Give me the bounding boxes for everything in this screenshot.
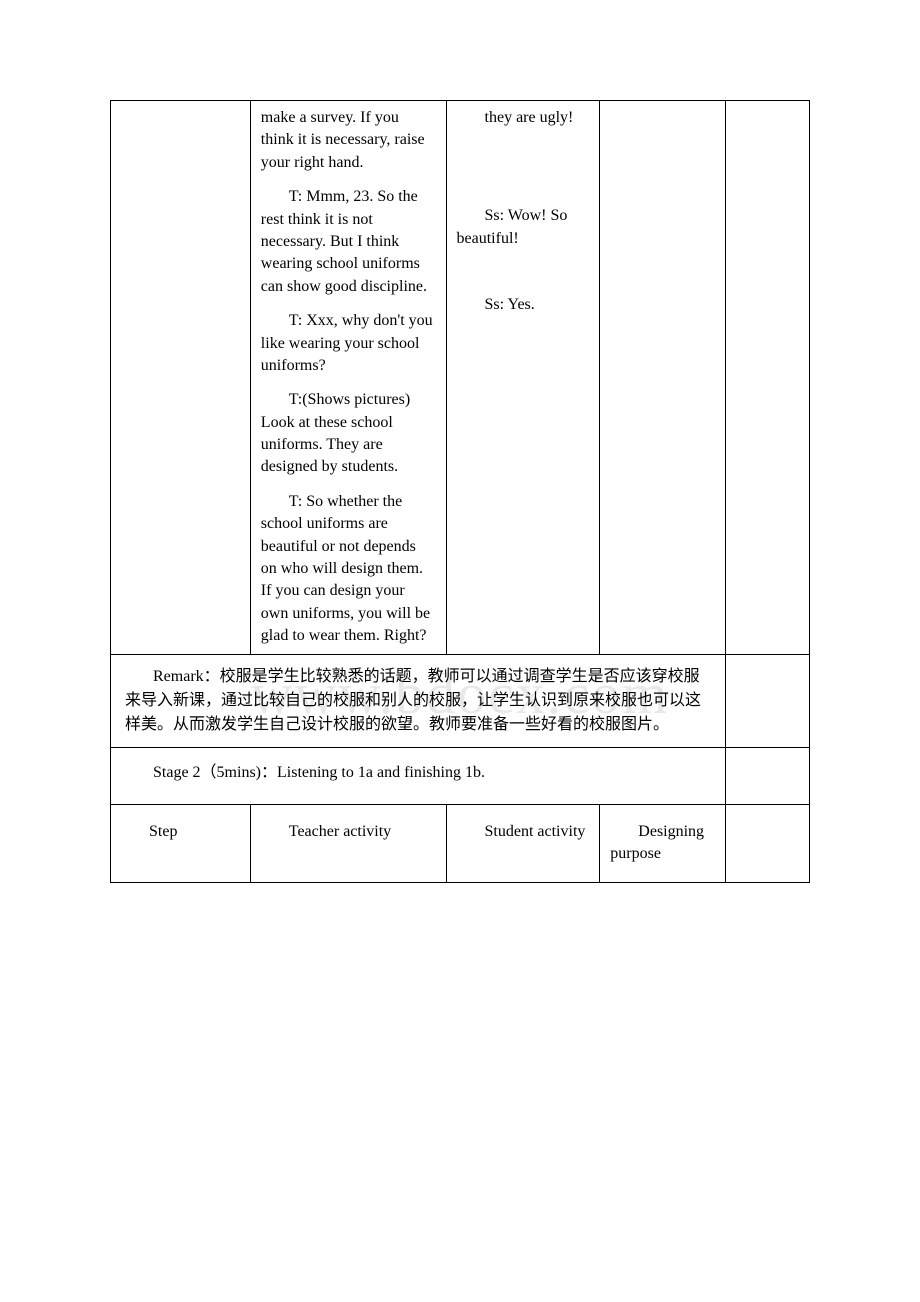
teacher-activity-cell: make a survey. If you think it is necess… [250,101,446,655]
purpose-header: Designing purpose [600,804,726,882]
table-row: Remark：校服是学生比较熟悉的话题，教师可以通过调查学生是否应该穿校服来导入… [111,654,810,747]
student-header: Student activity [446,804,600,882]
table-row: Stage 2（5mins)：Listening to 1a and finis… [111,747,810,804]
lesson-plan-table: make a survey. If you think it is necess… [110,100,810,883]
table-row: Step Teacher activity Student activity D… [111,804,810,882]
step-header: Step [111,804,251,882]
teacher-para: T: Xxx, why don't you like wearing your … [261,310,436,377]
student-para: Ss: Wow! So beautiful! [457,205,590,250]
extra-cell [726,654,810,747]
remark-text: Remark：校服是学生比较熟悉的话题，教师可以通过调查学生是否应该穿校服来导入… [125,665,711,737]
table-row: make a survey. If you think it is necess… [111,101,810,655]
student-para: they are ugly! [457,107,590,129]
student-header-text: Student activity [457,821,590,843]
remark-cell: Remark：校服是学生比较熟悉的话题，教师可以通过调查学生是否应该穿校服来导入… [111,654,726,747]
teacher-para: T:(Shows pictures) Look at these school … [261,389,436,479]
teacher-para: T: So whether the school uniforms are be… [261,491,436,648]
extra-cell [726,804,810,882]
purpose-header-text: Designing purpose [610,821,715,866]
stage-cell: Stage 2（5mins)：Listening to 1a and finis… [111,747,726,804]
student-para: Ss: Yes. [457,294,590,316]
teacher-header-text: Teacher activity [261,821,436,843]
extra-cell [726,101,810,655]
step-header-text: Step [121,821,240,843]
extra-cell [726,747,810,804]
teacher-para: T: Mmm, 23. So the rest think it is not … [261,186,436,298]
teacher-para: make a survey. If you think it is necess… [261,107,436,174]
stage-text: Stage 2（5mins)：Listening to 1a and finis… [125,762,711,784]
purpose-cell [600,101,726,655]
teacher-header: Teacher activity [250,804,446,882]
step-cell [111,101,251,655]
student-activity-cell: they are ugly! Ss: Wow! So beautiful! Ss… [446,101,600,655]
